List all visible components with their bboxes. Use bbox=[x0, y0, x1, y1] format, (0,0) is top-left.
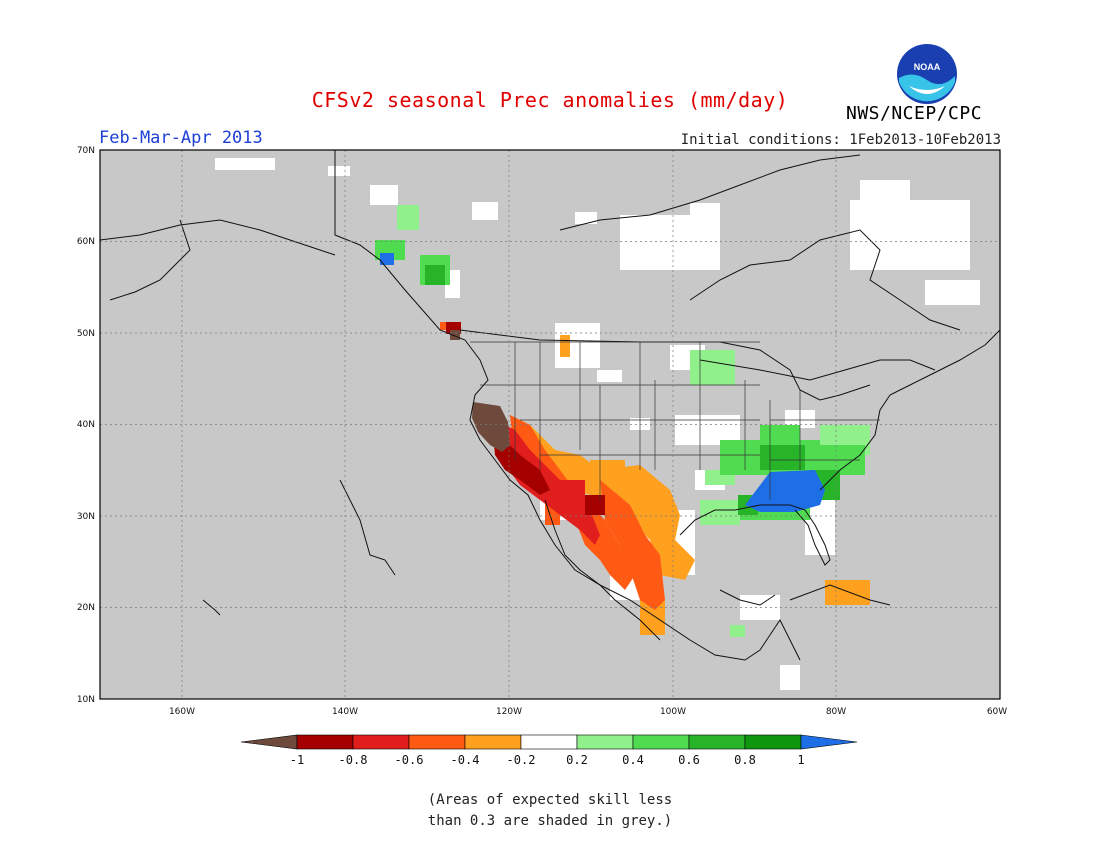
light-green-cells bbox=[397, 205, 870, 637]
legend-swatch bbox=[744, 734, 802, 750]
graticule bbox=[100, 150, 1000, 699]
legend-swatch bbox=[352, 734, 410, 750]
legend-swatch bbox=[520, 734, 578, 750]
logo-text: NOAA bbox=[914, 62, 941, 72]
caption-line-2: than 0.3 are shaded in grey.) bbox=[427, 813, 673, 829]
legend-arrow-high bbox=[800, 734, 858, 750]
lon-label: 120W bbox=[496, 707, 522, 717]
agency-label: NWS/NCEP/CPC bbox=[846, 103, 983, 124]
anomaly-field bbox=[215, 158, 980, 690]
political-borders bbox=[470, 341, 880, 500]
logo-wave bbox=[899, 74, 955, 102]
noaa-logo: NOAA bbox=[897, 44, 957, 104]
legend-label: -0.8 bbox=[339, 753, 368, 767]
legend-arrow-low bbox=[240, 734, 298, 750]
latitude-labels: 70N 60N 50N 40N 30N 20N 10N bbox=[77, 146, 95, 705]
caption-line-1: (Areas of expected skill less bbox=[427, 792, 673, 808]
lon-label: 80W bbox=[826, 707, 846, 717]
map-title: CFSv2 seasonal Prec anomalies (mm/day) bbox=[311, 88, 789, 112]
longitude-labels: 160W 140W 120W 100W 80W 60W bbox=[169, 707, 1007, 717]
legend-label: -1 bbox=[290, 753, 304, 767]
blue-cells bbox=[380, 253, 825, 512]
lat-label: 30N bbox=[77, 512, 95, 522]
legend-swatch bbox=[576, 734, 634, 750]
lon-label: 100W bbox=[660, 707, 686, 717]
legend-label: 0.8 bbox=[734, 753, 756, 767]
lon-label: 160W bbox=[169, 707, 195, 717]
lat-label: 40N bbox=[77, 420, 95, 430]
coastlines bbox=[100, 150, 1000, 661]
initial-conditions: Initial conditions: 1Feb2013-10Feb2013 bbox=[680, 132, 1001, 148]
legend-swatch bbox=[296, 734, 354, 750]
legend-label: -0.4 bbox=[451, 753, 480, 767]
lat-label: 70N bbox=[77, 146, 95, 156]
lat-label: 50N bbox=[77, 329, 95, 339]
forecast-period: Feb-Mar-Apr 2013 bbox=[99, 128, 263, 148]
legend-label: 0.2 bbox=[566, 753, 588, 767]
lat-label: 20N bbox=[77, 603, 95, 613]
plot-frame bbox=[99, 149, 1001, 700]
legend-label: 0.6 bbox=[678, 753, 700, 767]
legend-swatch bbox=[688, 734, 746, 750]
lon-label: 140W bbox=[332, 707, 358, 717]
legend-swatch bbox=[632, 734, 690, 750]
legend-label: -0.6 bbox=[395, 753, 424, 767]
lat-label: 60N bbox=[77, 237, 95, 247]
legend-label: -0.2 bbox=[507, 753, 536, 767]
legend-label: 0.4 bbox=[622, 753, 644, 767]
logo-bird bbox=[909, 86, 945, 94]
color-legend: -1 -0.8 -0.6 -0.4 -0.2 0.2 0.4 0.6 0.8 1 bbox=[240, 734, 858, 767]
lon-label: 60W bbox=[987, 707, 1007, 717]
brown-cells bbox=[450, 330, 510, 452]
legend-label: 1 bbox=[797, 753, 804, 767]
red-cells bbox=[495, 420, 600, 545]
lat-label: 10N bbox=[77, 695, 95, 705]
dark-red-cells bbox=[446, 322, 605, 515]
legend-swatch bbox=[408, 734, 466, 750]
legend-swatch bbox=[464, 734, 522, 750]
